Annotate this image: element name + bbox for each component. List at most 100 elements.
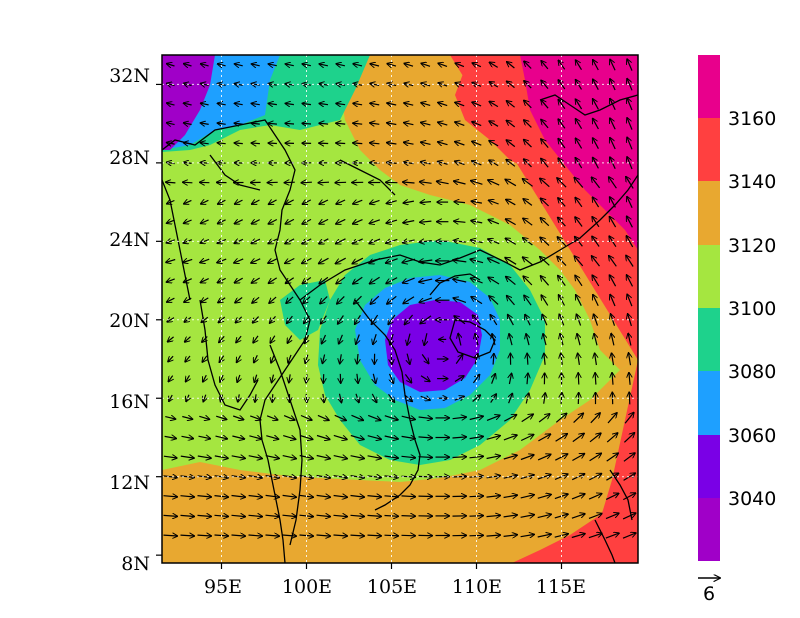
wind-vector [424, 333, 427, 345]
wind-vector [166, 260, 176, 263]
wind-vector [319, 218, 329, 224]
wind-vector [544, 353, 545, 365]
wind-vector [508, 315, 514, 326]
wind-vector [319, 64, 329, 66]
wind-vector [180, 515, 195, 516]
wind-vector [289, 374, 290, 382]
wind-vector [304, 334, 308, 343]
lat-tick-label: 28N [109, 147, 150, 169]
wind-vector [592, 217, 600, 228]
wind-vector [605, 493, 619, 500]
wind-vector [509, 373, 511, 385]
wind-vector [609, 177, 617, 189]
wind-vector [302, 64, 312, 66]
wind-vector [506, 199, 516, 206]
wind-vector [558, 60, 566, 70]
wind-vector [506, 277, 516, 286]
wind-vector [606, 433, 618, 443]
wind-vector [336, 143, 346, 144]
wind-vector [184, 200, 192, 204]
wind-vector [488, 258, 500, 265]
wind-vector [540, 257, 550, 266]
wind-vector [557, 178, 567, 188]
wind-vector [214, 456, 228, 458]
wind-vector [472, 102, 482, 106]
wind-vector [367, 515, 382, 516]
wind-vector [575, 217, 583, 227]
colorbar-swatch [698, 498, 720, 561]
wind-vector [285, 257, 295, 264]
wind-vector [265, 515, 280, 516]
wind-vector [540, 276, 550, 286]
wind-vector [524, 61, 532, 69]
wind-vector [268, 123, 277, 124]
wind-vector [248, 456, 263, 459]
wind-vector [541, 139, 549, 148]
wind-vector [367, 535, 382, 536]
wind-vector [503, 475, 518, 478]
wind-vector [266, 415, 278, 420]
wind-vector [558, 198, 566, 207]
wind-vector [605, 533, 619, 539]
wind-vector [203, 394, 206, 402]
wind-vector [453, 298, 467, 303]
wind-vector [588, 494, 602, 500]
wind-vector [419, 241, 432, 243]
wind-vector [402, 277, 415, 283]
wind-vector [185, 355, 190, 362]
wind-vector [627, 118, 633, 130]
wind-vector [353, 220, 363, 224]
wind-vector [421, 103, 431, 106]
wind-vector [420, 162, 431, 164]
wind-vector [350, 535, 365, 536]
wind-vector [624, 412, 634, 424]
wind-vector [509, 334, 512, 346]
wind-vector [234, 220, 243, 224]
wind-vector [167, 318, 175, 322]
wind-vector [165, 417, 175, 420]
wind-vector [372, 393, 376, 403]
lat-tick-label: 16N [109, 391, 150, 413]
wind-vector [418, 417, 433, 419]
wind-vector [542, 314, 548, 326]
wind-vector [527, 373, 528, 385]
wind-vector [268, 103, 277, 104]
wind-vector [522, 179, 533, 187]
wind-vector [367, 496, 382, 497]
wind-vector [419, 182, 432, 184]
wind-vector [334, 414, 347, 420]
wind-vector [237, 355, 241, 363]
wind-vector [627, 137, 633, 150]
wind-vector [166, 143, 175, 145]
wind-vector [627, 79, 633, 91]
wind-vector [390, 333, 393, 345]
wind-vector [333, 535, 348, 536]
wind-vector [538, 434, 550, 442]
wind-vector [486, 535, 501, 536]
plot-frame [161, 54, 639, 564]
plot-area [162, 55, 638, 563]
wind-vector [200, 64, 209, 66]
wind-vector [370, 200, 380, 203]
wind-vector [316, 535, 331, 536]
wind-vector [627, 216, 633, 228]
wind-vector [217, 64, 226, 66]
wind-vector [333, 496, 348, 498]
wind-vector [575, 99, 583, 110]
wind-vector [588, 533, 602, 539]
wind-vector [489, 62, 499, 68]
wind-vector [319, 123, 329, 124]
wind-vector [387, 64, 397, 67]
wind-vector [201, 317, 209, 322]
wind-vector [593, 295, 599, 307]
wind-vector [252, 316, 260, 323]
wind-vector [217, 123, 226, 124]
wind-vector [610, 98, 616, 110]
wind-vector [251, 143, 260, 144]
wind-vector [350, 456, 365, 459]
wind-vector [607, 413, 617, 424]
wind-vector [317, 414, 329, 420]
colorbar-swatch [698, 118, 720, 181]
wind-vector [421, 142, 431, 144]
wind-vector [593, 138, 599, 149]
